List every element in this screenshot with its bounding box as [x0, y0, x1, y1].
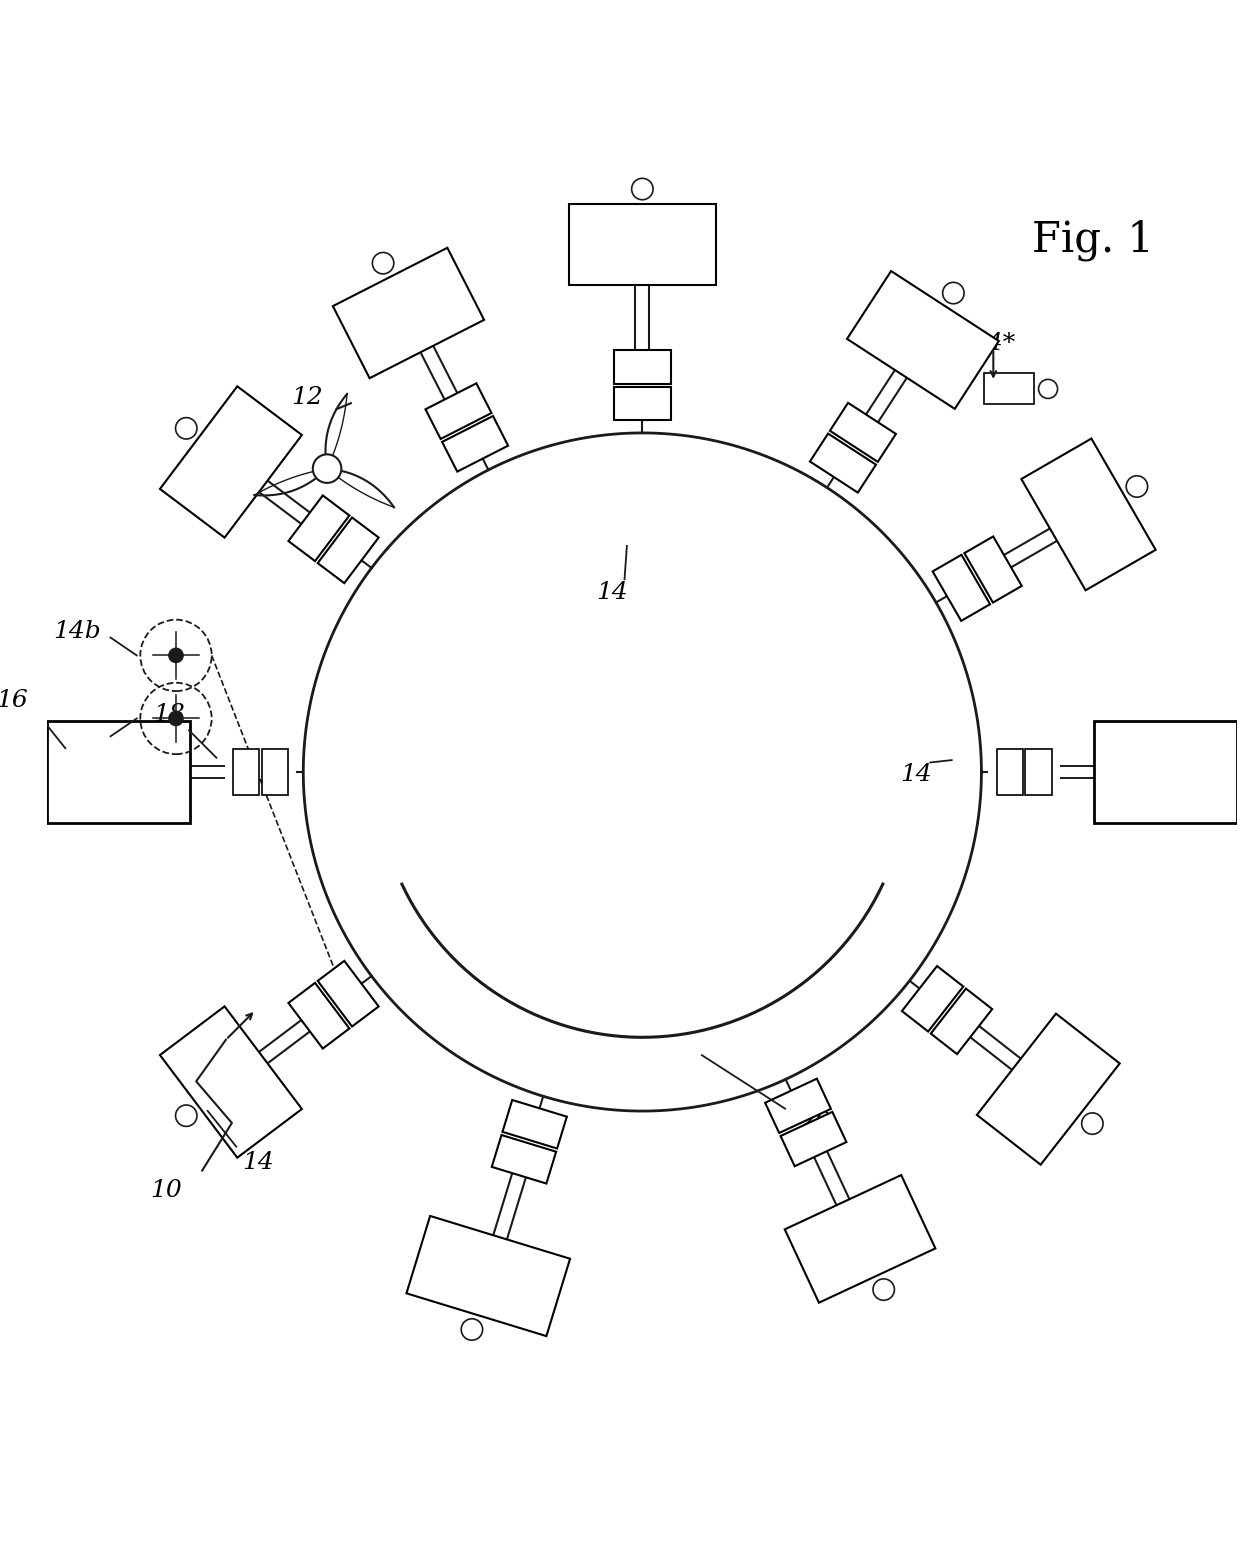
Text: 12: 12 [291, 386, 322, 409]
Polygon shape [262, 749, 288, 795]
Polygon shape [1022, 438, 1156, 590]
Circle shape [312, 454, 341, 483]
Polygon shape [781, 1112, 847, 1166]
Polygon shape [160, 1007, 301, 1158]
Circle shape [372, 253, 394, 273]
Circle shape [631, 178, 653, 199]
Circle shape [1039, 380, 1058, 398]
Circle shape [1081, 1113, 1104, 1135]
Polygon shape [492, 1135, 556, 1184]
Text: 14: 14 [900, 763, 932, 786]
Text: 18: 18 [153, 704, 185, 726]
Polygon shape [160, 386, 301, 537]
Circle shape [942, 283, 963, 304]
Text: 14: 14 [596, 581, 629, 604]
Text: 14: 14 [242, 1150, 274, 1173]
Polygon shape [407, 1217, 570, 1336]
Polygon shape [965, 536, 1022, 602]
Polygon shape [569, 204, 715, 286]
Polygon shape [847, 272, 999, 409]
Circle shape [176, 1106, 197, 1127]
Polygon shape [785, 1175, 935, 1303]
Circle shape [169, 648, 184, 662]
Polygon shape [289, 984, 350, 1048]
Circle shape [1126, 476, 1148, 497]
Polygon shape [47, 721, 190, 823]
Polygon shape [502, 1099, 567, 1149]
Polygon shape [233, 749, 259, 795]
Circle shape [461, 1319, 482, 1340]
Polygon shape [901, 967, 963, 1031]
Polygon shape [425, 383, 491, 438]
Text: 14*: 14* [971, 332, 1016, 355]
Polygon shape [765, 1079, 831, 1133]
Polygon shape [977, 1013, 1120, 1164]
Polygon shape [332, 247, 484, 378]
Polygon shape [997, 749, 1023, 795]
Text: 10: 10 [150, 1180, 182, 1203]
Polygon shape [289, 496, 350, 560]
Circle shape [176, 417, 197, 438]
Text: 14b: 14b [53, 621, 102, 644]
Polygon shape [614, 350, 671, 383]
Polygon shape [830, 403, 897, 462]
Text: 16: 16 [0, 689, 27, 712]
Circle shape [873, 1278, 894, 1300]
Circle shape [169, 712, 184, 726]
Polygon shape [317, 517, 378, 584]
Polygon shape [810, 434, 875, 493]
Polygon shape [614, 388, 671, 420]
Text: Fig. 1: Fig. 1 [1032, 219, 1154, 261]
Polygon shape [1025, 749, 1052, 795]
Polygon shape [931, 988, 992, 1055]
Polygon shape [317, 960, 378, 1027]
Polygon shape [983, 374, 1034, 405]
Text: 20: 20 [799, 1112, 831, 1135]
Text: 14a: 14a [53, 736, 100, 760]
Polygon shape [1095, 721, 1238, 823]
Polygon shape [932, 554, 990, 621]
Polygon shape [443, 415, 508, 471]
